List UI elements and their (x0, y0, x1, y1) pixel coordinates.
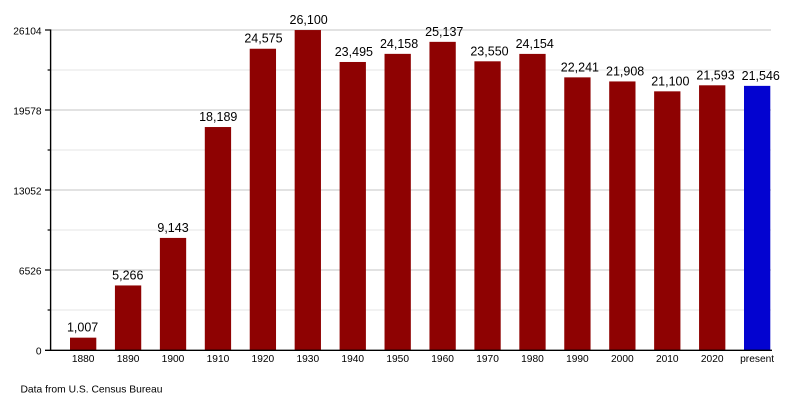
svg-text:22,241: 22,241 (561, 60, 599, 74)
svg-text:18,189: 18,189 (199, 110, 237, 124)
svg-text:0: 0 (36, 346, 42, 357)
svg-text:1890: 1890 (117, 354, 140, 365)
svg-text:1970: 1970 (476, 354, 499, 365)
svg-text:24,154: 24,154 (516, 37, 554, 51)
svg-text:present: present (740, 354, 774, 365)
svg-text:26104: 26104 (13, 26, 42, 37)
svg-text:24,158: 24,158 (380, 37, 418, 51)
svg-text:19578: 19578 (13, 106, 42, 117)
svg-text:26,100: 26,100 (290, 13, 328, 27)
svg-text:25,137: 25,137 (425, 25, 463, 39)
svg-text:23,495: 23,495 (335, 45, 373, 59)
svg-text:1930: 1930 (296, 354, 319, 365)
svg-text:2020: 2020 (701, 354, 724, 365)
svg-text:23,550: 23,550 (470, 44, 508, 58)
svg-text:2010: 2010 (656, 354, 679, 365)
svg-text:1920: 1920 (252, 354, 275, 365)
svg-text:2000: 2000 (611, 354, 634, 365)
svg-text:21,546: 21,546 (742, 69, 780, 83)
svg-text:5,266: 5,266 (112, 268, 143, 282)
svg-text:21,908: 21,908 (606, 64, 644, 78)
svg-text:9,143: 9,143 (157, 221, 188, 235)
svg-text:21,100: 21,100 (651, 74, 689, 88)
svg-text:1980: 1980 (521, 354, 544, 365)
svg-text:1940: 1940 (341, 354, 364, 365)
svg-text:13052: 13052 (13, 186, 42, 197)
svg-text:1,007: 1,007 (67, 321, 98, 335)
svg-text:1960: 1960 (431, 354, 454, 365)
svg-text:1910: 1910 (207, 354, 230, 365)
svg-text:6526: 6526 (19, 266, 42, 277)
svg-text:1880: 1880 (72, 354, 95, 365)
svg-text:24,575: 24,575 (244, 32, 282, 46)
svg-text:21,593: 21,593 (696, 68, 734, 82)
svg-text:Data from U.S. Census Bureau: Data from U.S. Census Bureau (21, 384, 163, 395)
svg-text:1950: 1950 (386, 354, 409, 365)
svg-text:1990: 1990 (566, 354, 589, 365)
svg-text:1900: 1900 (162, 354, 185, 365)
